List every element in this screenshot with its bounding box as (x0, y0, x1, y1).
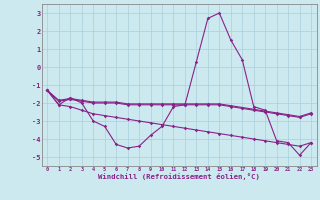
X-axis label: Windchill (Refroidissement éolien,°C): Windchill (Refroidissement éolien,°C) (98, 173, 260, 180)
